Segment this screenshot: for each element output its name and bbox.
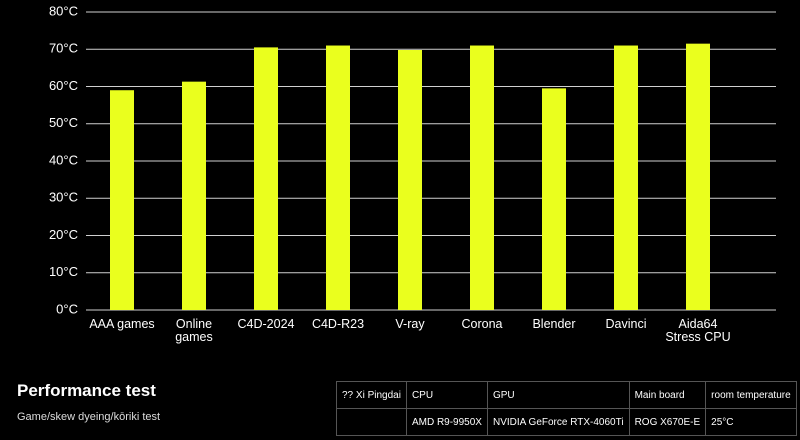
chart: 0°C 10°C 20°C 30°C 40°C 50°C 60°C 70°C 80°C xyxy=(49,3,776,316)
bar xyxy=(326,45,350,311)
y-tick-label: 50°C xyxy=(49,115,78,130)
x-tick-label: Blender xyxy=(532,317,576,331)
x-tick-label: Aida64 Stress CPU xyxy=(665,317,731,344)
bar xyxy=(542,88,566,310)
y-tick-label: 80°C xyxy=(49,3,78,18)
bar xyxy=(686,43,710,310)
y-tick-label: 70°C xyxy=(49,41,78,56)
bar xyxy=(254,47,278,310)
cell: NVIDIA GeForce RTX-4060Ti xyxy=(486,408,630,436)
cell: AMD R9-9950X xyxy=(405,408,488,436)
x-tick-label: Davinci xyxy=(605,317,647,331)
title: Performance test xyxy=(17,381,156,400)
y-tick-label: 30°C xyxy=(49,190,78,205)
y-tick-label: 0°C xyxy=(56,301,78,316)
bar xyxy=(614,45,638,311)
y-tick-label: 60°C xyxy=(49,78,78,93)
spec-table: ?? Xi Pingdai CPU GPU Main board room te… xyxy=(336,381,798,436)
header-cell: ?? Xi Pingdai xyxy=(336,381,407,409)
bar xyxy=(398,49,422,311)
x-tick-label: V-ray xyxy=(395,317,425,331)
header-cell: room temperature xyxy=(705,381,798,409)
cell: ROG X670E-E xyxy=(628,408,707,436)
header-cell: CPU xyxy=(405,381,488,409)
x-tick-label: Online games xyxy=(175,317,213,344)
bar xyxy=(470,45,494,311)
y-tick-label: 40°C xyxy=(49,152,78,167)
header-cell: Main board xyxy=(628,381,707,409)
header-cell: GPU xyxy=(486,381,630,409)
x-tick-label: AAA games xyxy=(89,317,155,331)
y-tick-label: 20°C xyxy=(49,227,78,242)
y-tick-label: 10°C xyxy=(49,264,78,279)
x-tick-label: Corona xyxy=(461,317,503,331)
empty-cell xyxy=(336,408,407,436)
bar xyxy=(110,90,134,310)
x-tick-label: C4D-2024 xyxy=(237,317,295,331)
bar xyxy=(182,81,206,310)
x-tick-label: C4D-R23 xyxy=(311,317,365,331)
cell: 25°C xyxy=(705,408,798,436)
subtitle: Game/skew dyeing/kōriki test xyxy=(17,411,161,423)
